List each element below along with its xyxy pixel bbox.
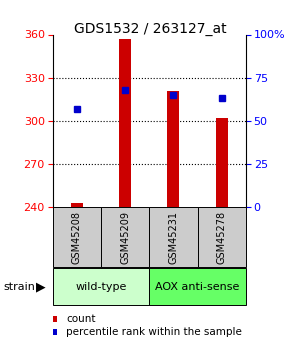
Text: GSM45278: GSM45278 xyxy=(217,211,227,264)
Bar xyxy=(216,118,228,207)
Text: percentile rank within the sample: percentile rank within the sample xyxy=(66,327,242,337)
Text: ▶: ▶ xyxy=(36,280,45,293)
Bar xyxy=(149,268,246,305)
Text: wild-type: wild-type xyxy=(75,282,127,292)
Text: GSM45231: GSM45231 xyxy=(168,211,178,264)
Bar xyxy=(52,207,101,267)
Text: GSM45209: GSM45209 xyxy=(120,211,130,264)
Bar xyxy=(52,268,149,305)
Bar xyxy=(101,207,149,267)
Bar xyxy=(70,203,83,207)
Bar xyxy=(119,39,131,207)
Bar xyxy=(149,207,198,267)
Bar xyxy=(167,90,179,207)
Text: strain: strain xyxy=(3,282,35,292)
Text: GDS1532 / 263127_at: GDS1532 / 263127_at xyxy=(74,22,226,37)
Text: AOX anti-sense: AOX anti-sense xyxy=(155,282,240,292)
Text: GSM45208: GSM45208 xyxy=(72,211,82,264)
Bar xyxy=(198,207,246,267)
Text: count: count xyxy=(66,314,95,324)
